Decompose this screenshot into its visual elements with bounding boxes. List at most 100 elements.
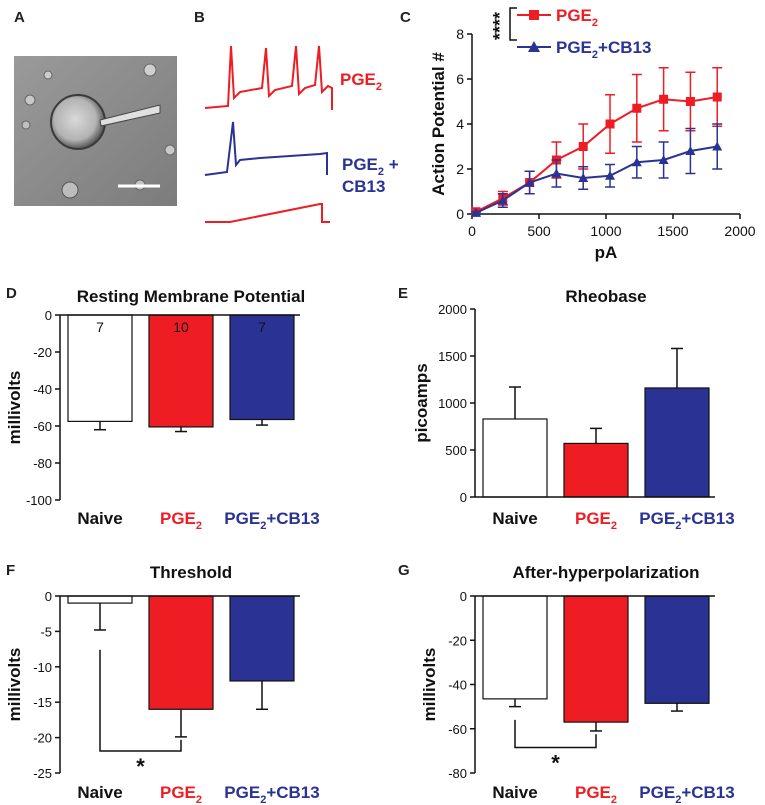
y-axis-label: millivolts (5, 371, 24, 445)
y-tick-label: 6 (456, 71, 464, 87)
category-label: PGE2 (160, 509, 202, 532)
bar (482, 595, 548, 700)
trace-label-cb13-suffix: + (384, 155, 399, 174)
x-tick-label: 0 (468, 223, 476, 239)
y-tick-label: -25 (33, 766, 52, 781)
data-point (524, 177, 535, 187)
panel-letter-d: D (6, 285, 17, 302)
category-label: Naive (77, 783, 122, 802)
trace-label-pge2: PGE2 (340, 70, 382, 93)
data-point (605, 170, 616, 180)
y-tick-label: 4 (456, 116, 464, 132)
panel-a-cell-micrograph (14, 56, 177, 206)
category-suffix: +CB13 (266, 509, 319, 528)
y-axis-label: millivolts (5, 648, 24, 722)
y-tick-label: -40 (33, 382, 52, 397)
y-tick-label: -80 (448, 766, 467, 781)
data-point (658, 155, 669, 164)
category-name: PGE (224, 509, 260, 528)
bar (229, 595, 295, 682)
y-tick-label: 1500 (438, 349, 467, 364)
series-line (475, 145, 718, 214)
panel-b-traces: PGE2 PGE2 + CB13 (204, 45, 399, 223)
sample-size-label: 7 (258, 319, 266, 335)
micrograph-particle (164, 144, 176, 156)
legend-label: PGE2 (556, 6, 598, 29)
significance-bracket (509, 7, 517, 41)
category-name: Naive (77, 783, 122, 802)
y-tick-label: 2 (456, 161, 464, 177)
x-axis-label: pA (595, 243, 618, 262)
trace-label-pge2-sub: 2 (376, 81, 382, 93)
panel-letter-c: C (400, 9, 411, 26)
y-tick-label: 2000 (438, 302, 467, 317)
category-label: PGE2 (575, 783, 617, 805)
category-name: PGE (639, 509, 675, 528)
x-tick-label: 1500 (657, 223, 688, 239)
data-point (471, 207, 482, 217)
bar (563, 595, 629, 723)
y-tick-label: 0 (45, 308, 52, 323)
category-name: PGE (575, 783, 611, 802)
trace-label-cb13-text: PGE (342, 155, 378, 174)
neuron-cell (50, 94, 106, 150)
legend-suffix: +CB13 (598, 38, 651, 57)
bar (67, 595, 133, 604)
category-subscript: 2 (611, 520, 617, 532)
trace-label-pge2-text: PGE (340, 70, 376, 89)
panel-letter-g: G (398, 562, 410, 579)
panel-letter-b: B (194, 9, 205, 26)
chart-action-potentials: 0 2 4 6 8 0 500 1000 1500 2000 pA Action Potential … (429, 6, 756, 262)
y-tick-label: 0 (460, 589, 467, 604)
category-label: PGE2+CB13 (224, 783, 319, 805)
current-ramp-trace (205, 203, 330, 223)
category-name: Naive (492, 783, 537, 802)
category-label: Naive (77, 509, 122, 528)
x-tick-label: 2000 (724, 223, 755, 239)
legend-marker (529, 10, 539, 20)
category-subscript: 2 (675, 520, 681, 532)
data-point (497, 195, 508, 205)
category-label: Naive (492, 783, 537, 802)
y-tick-label: -5 (40, 624, 52, 639)
trace-pge2 (204, 45, 333, 110)
chart-threshold: Threshold 0 -5 -10 -15 -20 -25 millivolts Naive P… (5, 563, 320, 805)
trace-label-cb13-line2: CB13 (342, 177, 385, 196)
y-tick-label: -60 (448, 722, 467, 737)
category-suffix: +CB13 (681, 783, 734, 802)
y-tick-label: -20 (33, 731, 52, 746)
y-tick-label: -40 (448, 678, 467, 693)
category-subscript: 2 (675, 794, 681, 805)
significance-star: * (136, 754, 145, 779)
category-subscript: 2 (196, 794, 202, 805)
y-tick-label: 500 (445, 443, 467, 458)
significance-star: * (551, 751, 560, 776)
category-label: Naive (492, 509, 537, 528)
micrograph-particle (143, 63, 157, 77)
significance-bracket (99, 649, 182, 752)
data-point (631, 157, 642, 167)
data-point (659, 94, 669, 104)
chart-title: Threshold (150, 563, 232, 582)
y-tick-label: -15 (33, 695, 52, 710)
significance-bracket (514, 719, 597, 749)
y-tick-label: -20 (448, 633, 467, 648)
y-tick-label: -60 (33, 419, 52, 434)
category-subscript: 2 (196, 520, 202, 532)
bar (482, 418, 548, 498)
category-name: Naive (492, 509, 537, 528)
trace-label-cb13: PGE2 + (342, 155, 399, 178)
data-point (578, 173, 589, 182)
category-name: PGE (224, 783, 260, 802)
bar (148, 314, 214, 428)
micrograph-particle (24, 94, 36, 106)
chart-title: After-hyperpolarization (512, 563, 699, 582)
category-label: PGE2 (160, 783, 202, 805)
data-point (578, 142, 588, 151)
legend-name: PGE (556, 6, 592, 25)
category-name: PGE (160, 783, 196, 802)
category-suffix: +CB13 (266, 783, 319, 802)
category-name: PGE (639, 783, 675, 802)
legend-subscript: 2 (592, 17, 598, 29)
category-label: PGE2+CB13 (224, 509, 319, 532)
